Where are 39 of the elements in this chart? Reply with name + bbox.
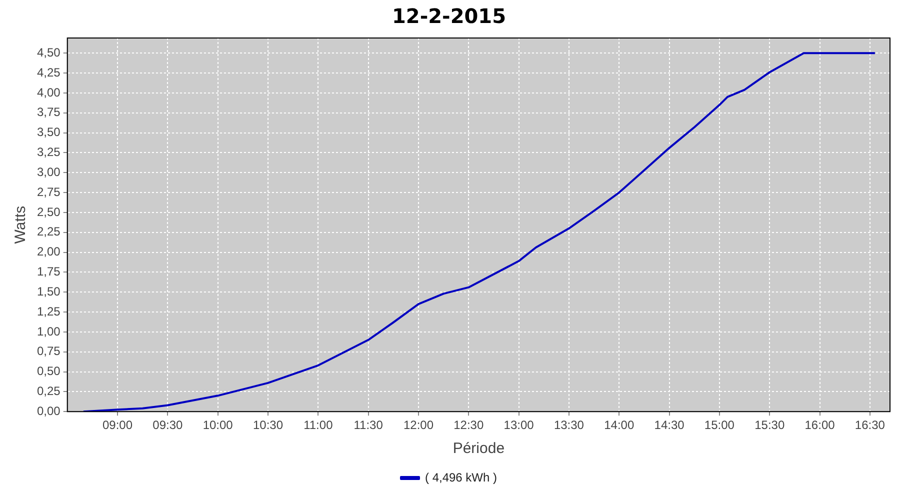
y-tick-label: 1,00 — [36, 324, 61, 338]
y-tick-label: 0,25 — [36, 384, 61, 398]
y-tick-label: 0,00 — [36, 404, 61, 418]
x-tick-label: 12:00 — [403, 418, 434, 432]
y-tick-label: 0,75 — [36, 344, 61, 358]
x-tick-label: 10:00 — [202, 418, 234, 432]
x-tick-label: 12:30 — [454, 418, 484, 432]
y-tick-label: 4,00 — [36, 85, 61, 100]
x-tick-label: 13:30 — [554, 418, 584, 432]
x-tick-label: 16:00 — [804, 418, 836, 432]
x-tick-label: 16:30 — [854, 418, 886, 432]
y-tick-label: 1,25 — [36, 304, 61, 318]
x-tick-label: 11:30 — [354, 418, 384, 432]
y-tick-label: 3,00 — [36, 164, 61, 179]
y-tick-label: 3,25 — [36, 145, 61, 160]
y-tick-label: 1,75 — [36, 264, 61, 279]
x-axis-title: Période — [452, 440, 505, 458]
x-tick-label: 09:00 — [102, 418, 133, 432]
y-tick-label: 0,50 — [36, 364, 61, 378]
x-tick-label: 15:00 — [704, 418, 735, 432]
y-tick-label: 2,00 — [36, 244, 61, 259]
y-tick-label: 4,50 — [36, 45, 61, 60]
x-tick-label: 11:00 — [304, 418, 334, 432]
x-tick-label: 15:30 — [754, 418, 785, 432]
chart-title: 12-2-2015 — [392, 4, 506, 28]
y-tick-label: 2,25 — [36, 224, 61, 239]
x-tick-label: 14:00 — [604, 418, 634, 432]
legend-label: ( 4,496 kWh ) — [424, 470, 498, 484]
y-tick-label: 3,75 — [36, 105, 61, 120]
x-tick-label: 09:30 — [152, 418, 184, 432]
y-axis-title: Watts — [12, 206, 30, 244]
y-tick-label: 1,50 — [36, 284, 61, 298]
x-tick-label: 14:30 — [654, 418, 685, 432]
y-tick-label: 3,50 — [36, 125, 61, 140]
y-tick-label: 2,75 — [36, 184, 61, 199]
x-tick-label: 13:00 — [504, 418, 534, 432]
y-tick-label: 2,50 — [36, 204, 61, 219]
x-tick-label: 10:30 — [252, 418, 284, 432]
y-tick-label: 4,25 — [36, 65, 61, 80]
